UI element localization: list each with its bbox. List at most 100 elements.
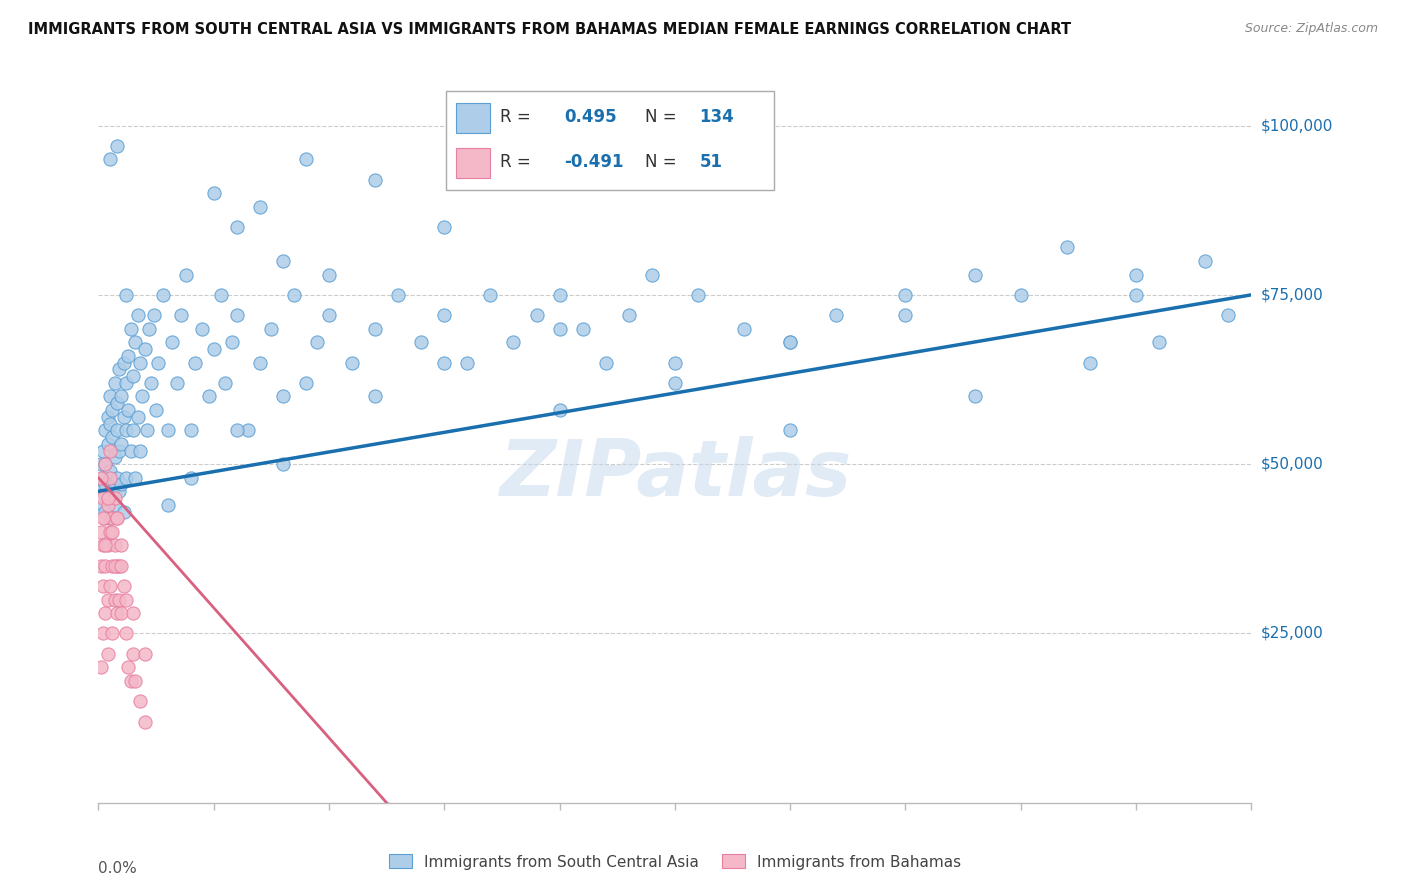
Point (91, 579, 114, 593)
Point (433, 355, 456, 369)
Point (260, 322, 283, 336)
Text: $100,000: $100,000 (1261, 118, 1333, 133)
Point (97, 498, 120, 512)
Point (134, 342, 156, 356)
Point (120, 322, 142, 336)
Point (318, 268, 340, 282)
Point (98, 464, 121, 478)
Point (97, 437, 120, 451)
Point (617, 308, 640, 322)
Point (1010, 288, 1032, 302)
Point (433, 308, 456, 322)
Point (295, 153, 318, 167)
Point (108, 484, 131, 499)
Point (249, 200, 271, 214)
Point (364, 172, 387, 186)
Point (103, 498, 125, 512)
FancyBboxPatch shape (446, 91, 773, 190)
Point (129, 355, 152, 369)
Point (456, 355, 478, 369)
Point (115, 423, 138, 437)
Point (94, 606, 117, 620)
Point (97, 491, 120, 505)
Point (117, 349, 139, 363)
Point (98, 579, 121, 593)
Point (148, 355, 170, 369)
Point (124, 673, 146, 688)
Point (110, 437, 132, 451)
Point (94, 423, 117, 437)
Point (664, 355, 686, 369)
Point (142, 308, 165, 322)
Bar (457, 103, 491, 133)
Point (571, 322, 593, 336)
Point (94, 477, 117, 491)
Point (156, 498, 179, 512)
Point (103, 376, 125, 390)
Point (98, 153, 121, 167)
Point (134, 647, 156, 661)
Point (98, 389, 121, 403)
Point (90, 558, 112, 573)
Point (110, 389, 132, 403)
Point (110, 538, 132, 552)
Point (120, 443, 142, 458)
Point (548, 403, 571, 417)
Point (1147, 335, 1170, 350)
Point (101, 511, 124, 525)
Point (894, 308, 917, 322)
Point (127, 409, 149, 424)
Legend: Immigrants from South Central Asia, Immigrants from Bahamas: Immigrants from South Central Asia, Immi… (382, 848, 967, 876)
Point (124, 335, 146, 350)
Point (94, 457, 117, 471)
Point (115, 471, 138, 485)
Text: IMMIGRANTS FROM SOUTH CENTRAL ASIA VS IMMIGRANTS FROM BAHAMAS MEDIAN FEMALE EARN: IMMIGRANTS FROM SOUTH CENTRAL ASIA VS IM… (28, 22, 1071, 37)
Point (1125, 268, 1147, 282)
Point (117, 403, 139, 417)
Point (548, 288, 571, 302)
Point (97, 647, 120, 661)
Point (502, 335, 524, 350)
Point (105, 606, 128, 620)
Point (115, 592, 138, 607)
Point (101, 626, 124, 640)
Point (94, 457, 117, 471)
Point (105, 558, 128, 573)
Point (249, 355, 271, 369)
Point (180, 471, 202, 485)
Point (110, 477, 132, 491)
Point (548, 322, 571, 336)
Point (202, 186, 225, 201)
Point (664, 376, 686, 390)
Point (97, 538, 120, 552)
Point (1218, 308, 1240, 322)
Point (641, 268, 664, 282)
Point (122, 423, 145, 437)
Point (364, 389, 387, 403)
Point (90, 471, 112, 485)
Point (117, 660, 139, 674)
Point (135, 423, 157, 437)
Point (963, 389, 986, 403)
Point (387, 288, 409, 302)
Point (184, 355, 207, 369)
Point (271, 254, 294, 268)
Point (101, 524, 124, 539)
Point (101, 484, 124, 499)
Point (97, 491, 120, 505)
Text: 0.495: 0.495 (564, 108, 617, 126)
Point (105, 511, 128, 525)
Point (105, 139, 128, 153)
Point (112, 355, 135, 369)
Point (115, 626, 138, 640)
Text: $25,000: $25,000 (1261, 626, 1323, 641)
Point (129, 443, 152, 458)
Point (94, 505, 117, 519)
Point (91, 626, 114, 640)
Point (131, 389, 153, 403)
Point (105, 511, 128, 525)
Text: $75,000: $75,000 (1261, 287, 1323, 302)
Point (411, 335, 433, 350)
Point (103, 592, 125, 607)
Point (1194, 254, 1216, 268)
